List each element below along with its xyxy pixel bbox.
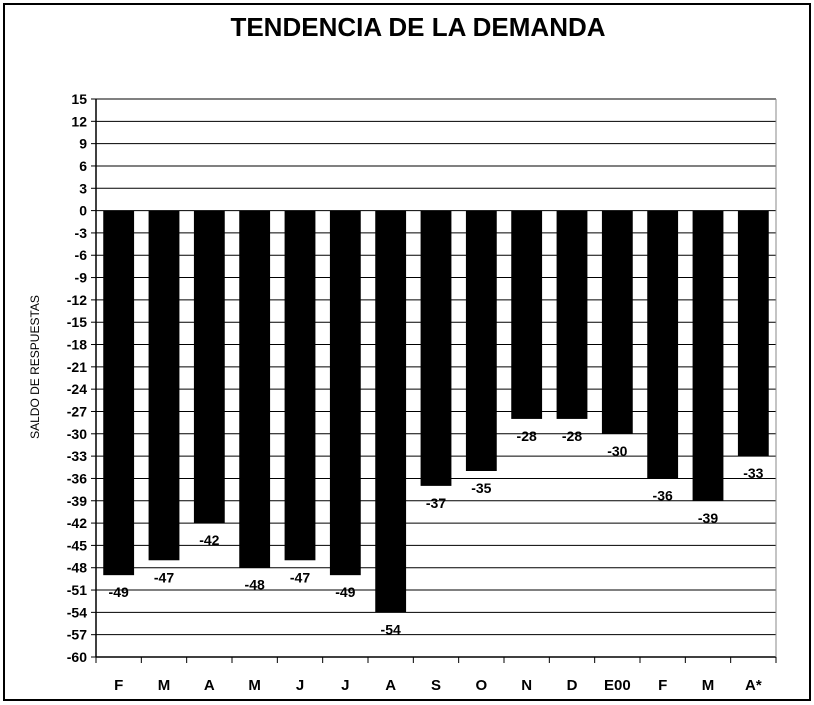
data-label: -47 — [290, 569, 310, 585]
bar — [103, 210, 135, 576]
x-tick-label: A* — [745, 677, 762, 694]
bar — [420, 210, 452, 486]
y-tick-label: -30 — [67, 426, 87, 442]
y-tick-label: -21 — [67, 359, 87, 375]
y-tick-label: 6 — [79, 158, 87, 174]
y-tick-label: -9 — [75, 270, 88, 286]
data-label: -28 — [517, 428, 537, 444]
x-tick-label: N — [521, 677, 532, 694]
y-tick-label: 12 — [71, 113, 87, 129]
y-tick-label: -33 — [67, 448, 87, 464]
y-tick-label: -15 — [67, 314, 87, 330]
y-tick-label: -27 — [67, 403, 87, 419]
bar — [511, 210, 543, 419]
bar — [601, 210, 633, 434]
y-tick-label: -42 — [67, 515, 87, 531]
bar — [239, 210, 271, 568]
x-tick-label: F — [114, 677, 123, 694]
y-tick-label: -57 — [67, 627, 87, 643]
x-tick-label: F — [658, 677, 667, 694]
data-label: -33 — [743, 465, 763, 481]
data-label: -49 — [335, 584, 355, 600]
x-tick-label: A — [204, 677, 215, 694]
bar — [148, 210, 180, 561]
x-tick-labels: F M A M J J A S O N D E00 F M A* — [114, 677, 762, 694]
data-label: -39 — [698, 510, 718, 526]
y-tick-label: 9 — [79, 136, 87, 152]
x-tick-label: E00 — [604, 677, 631, 694]
data-label: -54 — [381, 621, 401, 637]
data-label: -42 — [199, 532, 219, 548]
y-tick-label: -51 — [67, 582, 87, 598]
data-label: -49 — [109, 584, 129, 600]
y-tick-label: -24 — [67, 381, 87, 397]
y-tick-label: -39 — [67, 493, 87, 509]
bars — [103, 210, 769, 613]
x-tick-label: M — [158, 677, 171, 694]
data-label: -36 — [653, 487, 673, 503]
x-tick-label: S — [431, 677, 441, 694]
bar — [465, 210, 497, 471]
y-tick-label: -6 — [75, 247, 88, 263]
y-tick-label: -3 — [75, 225, 88, 241]
y-tick-label: -48 — [67, 560, 87, 576]
x-tick-label: J — [296, 677, 304, 694]
x-tick-label: M — [702, 677, 715, 694]
x-tick-label: O — [475, 677, 487, 694]
y-tick-label: -54 — [67, 604, 87, 620]
y-tick-label: 0 — [79, 203, 87, 219]
bar — [737, 210, 769, 457]
data-label: -28 — [562, 428, 582, 444]
chart-frame — [3, 3, 811, 701]
y-tick-label: -36 — [67, 470, 87, 486]
x-tick-label: M — [248, 677, 261, 694]
bar — [284, 210, 316, 561]
data-label: -48 — [245, 577, 265, 593]
bar — [193, 210, 225, 524]
bar — [692, 210, 724, 501]
data-label: -47 — [154, 569, 174, 585]
chart-title: TENDENCIA DE LA DEMANDA — [230, 12, 605, 42]
x-tick-label: A — [385, 677, 396, 694]
data-labels: -49 -47 -42 -48 -47 -49 -54 -37 -35 -28 -28 -30 -36 -… — [109, 428, 764, 637]
y-axis-label: SALDO DE RESPUESTAS — [28, 295, 42, 439]
bar — [329, 210, 361, 576]
bar — [375, 210, 407, 613]
axes — [95, 99, 777, 658]
x-tick-label: J — [341, 677, 349, 694]
bar — [556, 210, 588, 419]
data-label: -37 — [426, 495, 446, 511]
y-tick-label: -18 — [67, 337, 87, 353]
y-tick-labels: 15 12 9 6 3 0 -3 -6 -9 -12 -15 -18 -21 -24 -27 -30 -33 -3… — [67, 91, 87, 665]
y-tick-label: -45 — [67, 537, 87, 553]
data-label: -35 — [471, 480, 491, 496]
bar — [647, 210, 679, 479]
y-tick-label: -12 — [67, 292, 87, 308]
y-tick-label: -60 — [67, 649, 87, 665]
data-label: -30 — [607, 443, 627, 459]
y-tick-label: 3 — [79, 180, 87, 196]
y-tick-label: 15 — [71, 91, 87, 107]
x-tick-label: D — [567, 677, 578, 694]
